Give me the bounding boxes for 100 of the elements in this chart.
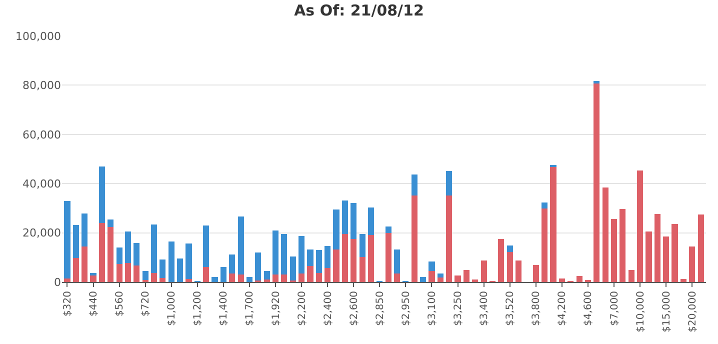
- bar: [342, 200, 348, 234]
- x-tick-label: $2,950: [400, 291, 412, 326]
- bar: [480, 260, 487, 282]
- chart-title: As Of: 21/08/12: [294, 2, 424, 20]
- y-tick-label: 100,000: [16, 30, 61, 43]
- bar: [255, 252, 262, 280]
- bar: [411, 174, 418, 196]
- bar: [498, 238, 504, 282]
- y-tick-label: 0: [54, 276, 61, 289]
- bar: [307, 250, 314, 266]
- bar: [272, 230, 279, 274]
- y-tick-label: 60,000: [22, 128, 61, 142]
- bar: [281, 234, 288, 274]
- bar: [186, 243, 192, 279]
- x-tick-label: $4,600: [583, 291, 594, 326]
- bar: [212, 276, 218, 282]
- bar: [168, 242, 174, 282]
- bar: [689, 246, 696, 282]
- bar: [342, 234, 348, 282]
- bar: [420, 276, 426, 282]
- x-tick-label: $2,400: [322, 291, 334, 326]
- bar: [134, 265, 140, 282]
- x-tick-label: $1,000: [166, 291, 178, 326]
- bar: [463, 270, 470, 282]
- bar: [72, 225, 79, 258]
- bar: [654, 214, 660, 282]
- x-tick-label: $10,000: [635, 291, 646, 332]
- x-tick-label: $3,100: [426, 291, 438, 326]
- bar: [428, 262, 435, 272]
- bar: [620, 209, 626, 282]
- bar: [220, 266, 226, 282]
- x-tick-label: $3,400: [479, 291, 490, 326]
- bar: [98, 166, 105, 224]
- bar: [72, 258, 79, 282]
- bar: [160, 259, 166, 278]
- bar: [637, 170, 644, 282]
- x-tick-label: $1,920: [270, 291, 282, 326]
- bar: [672, 224, 678, 282]
- bar: [602, 188, 608, 282]
- bar: [663, 236, 670, 282]
- bar: [333, 249, 340, 282]
- bar: [108, 219, 114, 228]
- bar: [437, 277, 444, 282]
- bar: [281, 274, 288, 282]
- bar: [333, 210, 340, 250]
- bar: [160, 278, 166, 282]
- bar: [350, 238, 357, 282]
- x-tick-label: $3,800: [531, 291, 542, 326]
- bar: [542, 202, 548, 208]
- bar: [359, 234, 366, 257]
- bar: [506, 252, 513, 282]
- x-tick-label: $15,000: [661, 291, 672, 332]
- bar: [437, 274, 444, 278]
- bar: [298, 274, 305, 282]
- bar: [542, 208, 548, 282]
- x-tick-label: $4,200: [557, 291, 568, 326]
- x-tick-label: $1,400: [218, 291, 230, 326]
- bar: [186, 278, 192, 282]
- bar: [150, 224, 158, 274]
- x-tick-label: $2,850: [374, 291, 386, 326]
- x-tick-label: $440: [88, 291, 100, 316]
- x-tick-label: $1,700: [244, 291, 256, 326]
- bar: [506, 246, 513, 252]
- bar: [385, 226, 392, 234]
- bar: [576, 276, 582, 282]
- x-tick-label: $720: [140, 291, 152, 316]
- x-tick-label: $3,250: [453, 291, 464, 326]
- bar: [324, 268, 331, 282]
- bar: [385, 233, 392, 282]
- bar: [229, 254, 236, 274]
- bar: [124, 231, 131, 264]
- bar: [446, 171, 452, 196]
- bar: [298, 236, 305, 274]
- x-tick-label: $7,000: [609, 291, 620, 326]
- bar: [82, 213, 88, 246]
- bar: [307, 266, 314, 282]
- bar: [350, 202, 357, 239]
- x-tick-label: $1,200: [192, 291, 204, 326]
- x-tick-label: $2,200: [296, 291, 308, 326]
- bar: [394, 250, 400, 274]
- x-tick-label: $320: [62, 291, 74, 316]
- bar: [64, 200, 70, 278]
- y-tick-label: 20,000: [22, 226, 61, 240]
- bar: [454, 275, 461, 282]
- bar: [90, 275, 96, 282]
- bar: [229, 274, 236, 282]
- bar: [203, 266, 210, 282]
- bar: [290, 256, 296, 281]
- bar: [532, 264, 539, 282]
- bar: [628, 270, 634, 282]
- bar: [134, 242, 140, 266]
- bar: [394, 274, 400, 282]
- bar: [368, 235, 374, 282]
- bar: [116, 248, 122, 264]
- bar: [368, 207, 374, 236]
- bar: [594, 83, 600, 282]
- x-tick-label: $20,000: [687, 291, 698, 332]
- x-tick-label: $3,520: [505, 291, 516, 326]
- x-tick-label: $560: [114, 291, 126, 316]
- bar: [177, 258, 184, 282]
